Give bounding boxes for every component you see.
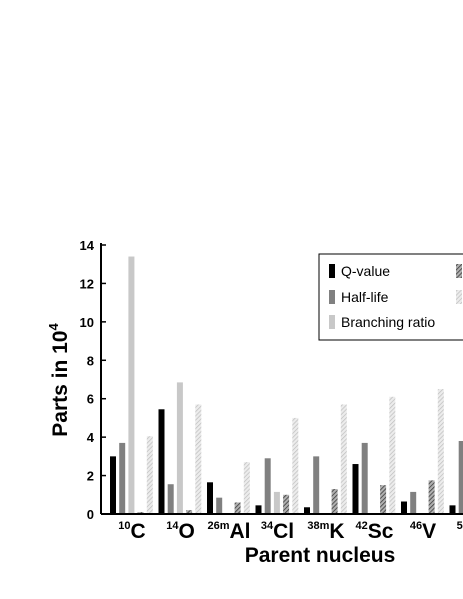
axes	[100, 243, 463, 515]
x-tick-mass: 10	[118, 520, 130, 532]
bar-series-5	[195, 404, 202, 514]
bar-q-value	[207, 482, 213, 514]
y-tick-label: 4	[87, 430, 95, 445]
bar-series-4	[380, 485, 387, 514]
bar-branching-ratio	[176, 382, 183, 514]
bar-series-5	[292, 417, 299, 514]
legend-swatch	[329, 315, 335, 329]
x-tick-mass: 26m	[207, 520, 229, 532]
bar-branching-ratio	[273, 491, 280, 514]
x-tick-symbol: K	[329, 520, 344, 543]
bar-half-life	[119, 442, 126, 514]
bar-q-value	[158, 409, 165, 514]
x-tick-label: 46V	[410, 520, 436, 543]
bar-half-life	[361, 442, 368, 514]
bar-branching-ratio	[128, 256, 135, 514]
bar-series-5	[389, 396, 396, 514]
y-tick-label: 14	[80, 238, 95, 253]
bar-series-4	[283, 494, 290, 514]
bar-series-5	[243, 462, 250, 514]
y-tick-label: 0	[87, 507, 94, 522]
y-axis-label-exponent: 4	[46, 323, 61, 331]
y-tick-label: 2	[87, 469, 94, 484]
x-tick-label: 14O	[166, 520, 195, 543]
bar-q-value	[449, 505, 456, 514]
bars-group	[110, 256, 463, 514]
x-tick-mass: 14	[166, 520, 179, 532]
x-tick-symbol: Al	[230, 520, 251, 543]
x-tick-mass: 46	[410, 520, 422, 532]
bar-series-4	[331, 489, 338, 514]
bar-series-5	[340, 404, 347, 514]
bar-series-4	[428, 480, 435, 514]
legend-label: Branching ratio	[341, 314, 435, 330]
bar-q-value	[352, 464, 359, 514]
x-tick-symbol: Sc	[368, 520, 394, 543]
x-tick-mass: 42	[356, 520, 368, 532]
x-tick-label: 26mAl	[207, 520, 250, 543]
y-tick-label: 10	[80, 315, 94, 330]
x-tick-symbol: C	[131, 520, 146, 543]
x-ticks: 10C 14O 26mAl 34Cl 38mK 42Sc 46V 50M	[118, 520, 463, 543]
bar-series-4	[186, 510, 193, 514]
y-axis-label: Parts in 104	[46, 323, 72, 437]
bar-q-value	[304, 507, 310, 514]
legend-label: Half-life	[341, 289, 389, 305]
bar-half-life	[167, 484, 174, 514]
x-tick-symbol: O	[178, 520, 194, 543]
x-tick-label: 50M	[457, 520, 463, 543]
legend-box	[318, 253, 463, 341]
x-tick-label: 10C	[118, 520, 145, 543]
bar-q-value	[401, 501, 407, 514]
x-tick-symbol: V	[422, 520, 436, 543]
x-tick-symbol: Cl	[273, 520, 294, 543]
y-axis-label-text: Parts in 10	[49, 331, 72, 437]
legend-swatch	[456, 264, 462, 278]
legend-swatch	[329, 290, 335, 304]
y-tick-label: 8	[87, 353, 94, 368]
bar-q-value	[255, 505, 262, 514]
bar-half-life	[458, 440, 463, 514]
x-axis-label: Parent nucleus	[245, 544, 396, 567]
y-ticks: 0 2 4 6 8 10 12 14	[80, 238, 106, 522]
bar-half-life	[410, 491, 417, 514]
bar-series-4	[234, 502, 241, 514]
legend-swatch	[329, 264, 335, 278]
x-tick-mass: 38m	[307, 520, 329, 532]
legend-label: Q-value	[341, 263, 390, 279]
legend-swatch	[456, 290, 462, 304]
x-tick-label: 38mK	[307, 520, 344, 543]
bar-half-life	[264, 458, 271, 514]
y-tick-label: 12	[80, 276, 94, 291]
x-tick-mass: 34	[261, 520, 274, 532]
bar-series-5	[437, 389, 444, 514]
legend: Q-value Half-life Branching ratio	[318, 253, 463, 341]
bar-series-5	[146, 436, 153, 514]
bar-q-value	[110, 456, 116, 514]
bar-half-life	[216, 497, 223, 514]
x-tick-mass: 50	[457, 520, 463, 532]
x-tick-label: 34Cl	[261, 520, 294, 543]
bar-half-life	[313, 456, 320, 514]
x-tick-label: 42Sc	[356, 520, 394, 543]
y-tick-label: 6	[87, 392, 94, 407]
